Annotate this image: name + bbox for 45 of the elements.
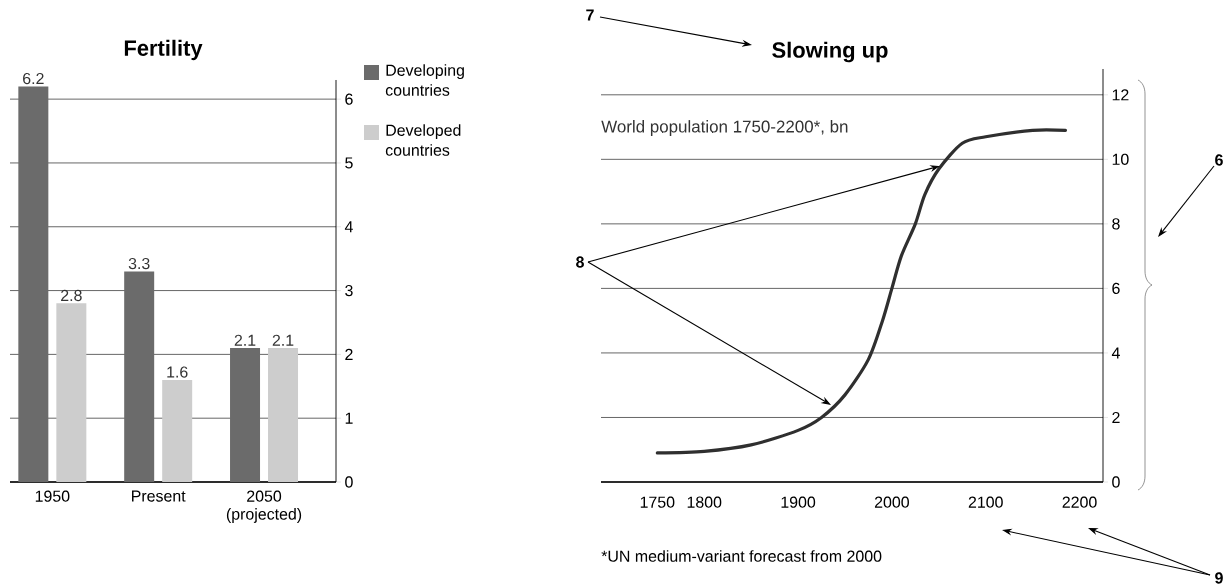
data-label: 2.1: [272, 334, 294, 346]
x-tick-label: 2200: [1062, 496, 1097, 508]
x-tick-label: 1800: [687, 496, 722, 508]
legend-label: Developing countries: [385, 64, 464, 96]
y-tick-label: 3: [345, 284, 353, 297]
text: 9: [1215, 572, 1223, 584]
y-tick-label: 12: [1112, 89, 1129, 101]
bar: [124, 271, 155, 482]
y-tick-label: 5: [345, 157, 353, 169]
legend-label: Developed countries: [385, 124, 461, 156]
y-tick-label: 2: [345, 348, 353, 360]
text: World population 1750-2200*, bn: [601, 120, 848, 136]
data-label: 2.1: [234, 334, 256, 346]
x-tick-label: 2100: [968, 496, 1003, 508]
x-tick-label: 2000: [874, 496, 909, 508]
y-tick-label: 6: [1112, 282, 1120, 295]
data-label: 1.6: [167, 366, 188, 378]
y-tick-label: 0: [1112, 476, 1120, 488]
x-tick-label: Present: [132, 490, 186, 502]
x-tick-label: 1900: [781, 496, 816, 508]
bar: [230, 348, 261, 482]
data-label: 6.2: [23, 72, 44, 85]
bar: [18, 86, 49, 482]
text: 8: [576, 256, 584, 268]
y-tick-label: 6: [345, 93, 353, 105]
chart-title: Fertility: [124, 39, 203, 61]
x-tick-label: 1750: [640, 496, 675, 508]
bar: [56, 303, 87, 482]
y-tick-label: 10: [1112, 153, 1129, 165]
text: 6: [1215, 154, 1223, 166]
y-tick-label: 4: [344, 221, 353, 233]
y-tick-label: 2: [1112, 411, 1120, 424]
x-tick-label: 1950: [35, 490, 70, 502]
data-label: 3.3: [128, 257, 150, 270]
y-tick-label: 8: [1112, 218, 1120, 230]
x-tick-label: 2050 (projected): [226, 490, 302, 523]
bar: [268, 348, 299, 482]
chart-title: Slowing up: [772, 41, 888, 63]
bar: [162, 379, 193, 482]
y-tick-label: 0: [345, 476, 353, 488]
data-label: 2.8: [61, 289, 82, 302]
text: *UN medium-variant forecast from 2000: [601, 550, 882, 562]
text: 7: [586, 9, 594, 21]
y-tick-label: 4: [1111, 347, 1120, 359]
y-tick-label: 1: [345, 412, 353, 424]
